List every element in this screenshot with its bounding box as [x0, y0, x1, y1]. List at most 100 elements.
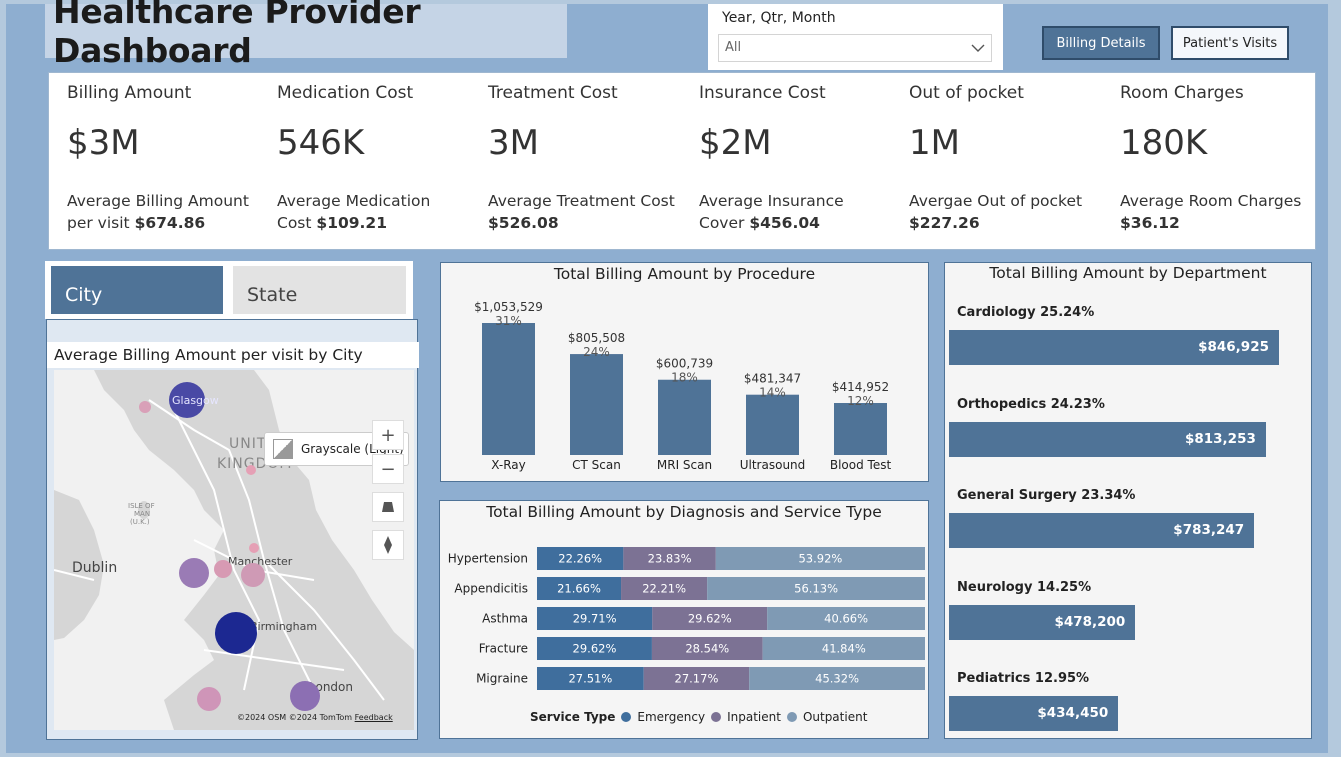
- city-state-toggle: City State: [45, 261, 413, 319]
- kpi-card-out-of-pocket: Out of pocket 1M Avergae Out of pocket $…: [891, 73, 1096, 249]
- kpi-card-room-charges: Room Charges 180K Average Room Charges $…: [1102, 73, 1307, 249]
- city-bubble-glasgow[interactable]: [169, 382, 205, 418]
- procedure-pct-label: 12%: [847, 394, 874, 408]
- map-label-isle: ISLE OF: [128, 502, 155, 510]
- procedure-pct-label: 14%: [759, 386, 786, 400]
- procedure-chart-panel: Total Billing Amount by Procedure $1,053…: [440, 262, 929, 482]
- diagnosis-segment[interactable]: [715, 547, 925, 570]
- diagnosis-segment[interactable]: [767, 607, 925, 630]
- procedure-pct-label: 24%: [583, 345, 610, 359]
- kpi-value: 546K: [277, 123, 365, 163]
- kpi-value: $3M: [67, 123, 140, 163]
- tab-state[interactable]: State: [233, 266, 406, 314]
- department-bar[interactable]: $478,200: [949, 604, 1136, 640]
- procedure-value-label: $414,952: [832, 380, 889, 394]
- patients-visits-button[interactable]: Patient's Visits: [1171, 26, 1289, 60]
- kpi-card-treatment: Treatment Cost 3M Average Treatment Cost…: [470, 73, 675, 249]
- map-title: Average Billing Amount per visit by City: [47, 342, 419, 368]
- chevron-down-icon[interactable]: [971, 41, 985, 55]
- procedure-category-label: Blood Test: [830, 458, 892, 472]
- kpi-subtext: Average Billing Amount per visit $674.86: [67, 190, 267, 234]
- diagnosis-segment[interactable]: [537, 577, 622, 600]
- diagnosis-segment[interactable]: [621, 577, 708, 600]
- compass-button[interactable]: [372, 530, 404, 560]
- kpi-subtext: Average Treatment Cost $526.08: [488, 190, 678, 234]
- department-bar[interactable]: $783,247: [949, 513, 1255, 548]
- diagnosis-segment[interactable]: [623, 547, 716, 570]
- procedure-bar[interactable]: [834, 403, 887, 455]
- diagnosis-category-label: Hypertension: [448, 552, 528, 566]
- kpi-subtext-value: $36.12: [1120, 214, 1180, 232]
- kpi-title: Room Charges: [1120, 83, 1244, 103]
- zoom-out-button[interactable]: −: [372, 454, 404, 484]
- kpi-subtext-value: $674.86: [134, 214, 206, 232]
- kpi-subtext-label: Average Billing Amount per visit: [67, 192, 249, 232]
- diagnosis-segment-label: 27.51%: [568, 672, 612, 686]
- procedure-category-label: Ultrasound: [740, 458, 806, 472]
- procedure-bar[interactable]: [570, 354, 623, 455]
- diagnosis-segment[interactable]: [537, 607, 653, 630]
- procedure-category-label: MRI Scan: [657, 458, 712, 472]
- diagnosis-segment-label: 41.84%: [822, 642, 866, 656]
- department-bar[interactable]: $434,450: [949, 696, 1119, 731]
- diagnosis-segment[interactable]: [762, 637, 925, 660]
- department-bar[interactable]: $846,925: [949, 330, 1279, 365]
- tilt-icon: [382, 502, 394, 512]
- tilt-button[interactable]: [372, 492, 404, 522]
- city-bubble-birmingham[interactable]: [215, 612, 257, 654]
- department-label: Neurology 14.25%: [957, 579, 1092, 595]
- billing-details-button[interactable]: Billing Details: [1042, 26, 1160, 60]
- diagnosis-segment[interactable]: [652, 607, 768, 630]
- kpi-subtext: Average Room Charges $36.12: [1120, 190, 1310, 234]
- diagnosis-segment[interactable]: [707, 577, 925, 600]
- kpi-subtext-label: Average Medication Cost: [277, 192, 431, 232]
- procedure-bar[interactable]: [658, 379, 711, 455]
- city-bubble-london[interactable]: [290, 681, 320, 711]
- date-slicer[interactable]: Year, Qtr, Month All: [708, 4, 1003, 70]
- procedure-category-label: X-Ray: [491, 458, 525, 472]
- tab-city[interactable]: City: [51, 266, 223, 314]
- procedure-bar[interactable]: [746, 394, 799, 455]
- procedure-value-label: $1,053,529: [474, 300, 543, 314]
- city-bubble-liverpool[interactable]: [179, 558, 209, 588]
- procedure-pct-label: 31%: [495, 314, 522, 328]
- kpi-value: 1M: [909, 123, 960, 163]
- legend-outpatient[interactable]: Outpatient: [802, 710, 868, 724]
- kpi-subtext-label: Average Insurance Cover: [699, 192, 844, 232]
- diagnosis-segment[interactable]: [537, 637, 652, 660]
- title-banner: Healthcare Provider Dashboard: [45, 0, 567, 70]
- department-bar[interactable]: $813,253: [949, 421, 1266, 457]
- diagnosis-segment-label: 29.71%: [573, 612, 617, 626]
- feedback-link[interactable]: Feedback: [354, 713, 393, 722]
- city-bubble-sheffield[interactable]: [241, 563, 265, 587]
- city-map-panel: Average Billing Amount per visit by City…: [46, 319, 419, 740]
- map-canvas[interactable]: UNITED KINGDOM ISLE OF MAN (U.K.) Dublin…: [54, 370, 414, 730]
- diagnosis-category-label: Asthma: [482, 612, 528, 626]
- procedure-bar[interactable]: [482, 323, 535, 455]
- diagnosis-segment-label: 29.62%: [573, 642, 617, 656]
- diagnosis-segment[interactable]: [651, 637, 763, 660]
- map-attribution: ©2024 OSM ©2024 TomTom Feedback: [237, 713, 393, 722]
- department-chart: Cardiology 25.24% $846,925 Orthopedics 24.…: [945, 263, 1311, 738]
- kpi-subtext-value: $109.21: [316, 214, 388, 232]
- diagnosis-segment[interactable]: [537, 667, 644, 690]
- diagnosis-segment[interactable]: [537, 547, 624, 570]
- diagnosis-segment[interactable]: [643, 667, 750, 690]
- city-bubble-newcastle[interactable]: [246, 465, 256, 475]
- attribution-tomtom: ©2024 TomTom: [288, 713, 353, 722]
- diagnosis-segment-label: 21.66%: [557, 582, 601, 596]
- zoom-in-button[interactable]: +: [372, 420, 404, 450]
- legend-emergency[interactable]: Emergency: [637, 710, 706, 724]
- date-slicer-dropdown[interactable]: All: [718, 34, 992, 62]
- diagnosis-segment[interactable]: [749, 667, 925, 690]
- diagnosis-chart-panel: Total Billing Amount by Diagnosis and Se…: [439, 500, 929, 739]
- city-bubble-edinburgh[interactable]: [139, 401, 151, 413]
- city-bubble-leeds[interactable]: [249, 543, 259, 553]
- kpi-title: Medication Cost: [277, 83, 414, 103]
- legend-inpatient[interactable]: Inpatient: [727, 710, 781, 724]
- city-bubble-bristol[interactable]: [197, 687, 221, 711]
- map-label-birmingham: Birmingham: [250, 620, 317, 633]
- procedure-chart-title: Total Billing Amount by Procedure: [553, 265, 816, 283]
- map-label-dublin: Dublin: [72, 560, 117, 576]
- city-bubble-manchester[interactable]: [214, 560, 232, 578]
